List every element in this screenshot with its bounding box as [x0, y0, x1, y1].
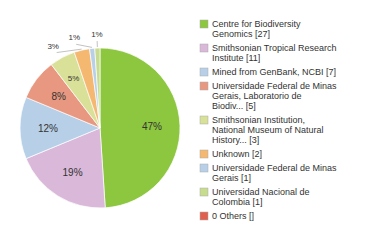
- legend-swatch: [200, 82, 208, 90]
- legend-label: Mined from GenBank, NCBI [7]: [212, 67, 336, 77]
- leader-line: [97, 41, 98, 47]
- data-label: 3%: [47, 42, 59, 51]
- slice: [95, 48, 100, 128]
- legend: Centre for BiodiversityGenomics [27] Smit…: [200, 19, 337, 221]
- legend-item: Mined from GenBank, NCBI [7]: [200, 67, 336, 77]
- legend-label: Universidade Federal de MinasGerais [1]: [212, 163, 337, 183]
- legend-swatch: [200, 212, 208, 220]
- data-labels: 47% 19% 12% 8%5% 1% 1% 3%: [38, 30, 162, 178]
- slice: [90, 48, 100, 128]
- slice: [100, 48, 180, 208]
- legend-label: Unknown [2]: [212, 149, 262, 159]
- data-label: 8%: [52, 91, 67, 102]
- legend-item: 0 Others []: [200, 211, 254, 221]
- data-label: 1%: [69, 33, 81, 42]
- legend-label: Universidad Nacional deColombia [1]: [212, 187, 310, 207]
- data-label: 19%: [63, 167, 83, 178]
- data-label: 1%: [91, 30, 103, 39]
- legend-item: Smithsonian Institution,National Museum …: [200, 115, 324, 145]
- legend-item: Universidade Federal de MinasGerais, Lab…: [200, 81, 337, 111]
- legend-item: Unknown [2]: [200, 149, 262, 159]
- legend-swatch: [200, 150, 208, 158]
- legend-item: Centre for BiodiversityGenomics [27]: [200, 19, 301, 39]
- legend-label: 0 Others []: [212, 211, 254, 221]
- leader-line: [76, 44, 92, 47]
- slice: [74, 49, 100, 128]
- legend-swatch: [200, 44, 208, 52]
- legend-label: Centre for BiodiversityGenomics [27]: [212, 19, 301, 39]
- chart: 47% 19% 12% 8%5% 1% 1% 3% Centre for Biodiversi…: [0, 0, 380, 240]
- legend-swatch: [200, 68, 208, 76]
- legend-item: Smithsonian Tropical ResearchInstitute […: [200, 43, 337, 63]
- legend-item: Universidad Nacional deColombia [1]: [200, 187, 310, 207]
- data-label: 47%: [142, 121, 162, 132]
- legend-label: Smithsonian Tropical ResearchInstitute […: [212, 43, 337, 63]
- legend-label: Smithsonian Institution,National Museum …: [212, 115, 324, 145]
- legend-swatch: [200, 20, 208, 28]
- leader-line: [57, 49, 82, 52]
- pie: [20, 48, 180, 208]
- data-label: 5%: [68, 74, 80, 83]
- legend-item: Universidade Federal de MinasGerais [1]: [200, 163, 337, 183]
- data-label: 12%: [38, 123, 58, 134]
- legend-swatch: [200, 188, 208, 196]
- legend-label: Universidade Federal de MinasGerais, Lab…: [212, 81, 337, 111]
- legend-swatch: [200, 116, 208, 124]
- legend-swatch: [200, 164, 208, 172]
